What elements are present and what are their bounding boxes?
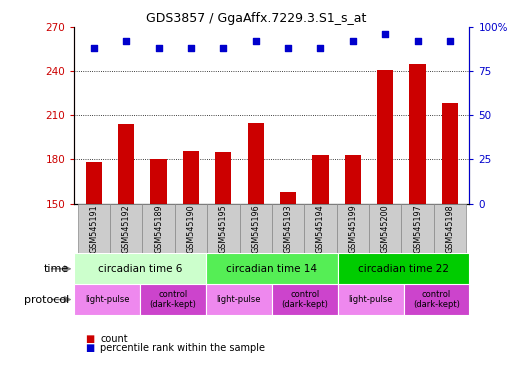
Point [317, 45, 325, 51]
Bar [215, 152, 231, 204]
Point [284, 45, 292, 51]
Point [122, 38, 130, 44]
Text: GSM545193: GSM545193 [284, 204, 292, 253]
Text: GSM545198: GSM545198 [445, 204, 455, 253]
Text: GSM545189: GSM545189 [154, 204, 163, 253]
Bar [369, 204, 401, 253]
Bar [77, 204, 110, 253]
Bar [338, 284, 404, 315]
Bar [140, 284, 206, 315]
Bar [143, 204, 175, 253]
Bar [312, 155, 328, 204]
Bar [280, 192, 296, 204]
Bar [272, 284, 338, 315]
Bar [110, 204, 143, 253]
Text: ■: ■ [85, 334, 94, 344]
Bar [74, 284, 140, 315]
Bar [118, 124, 134, 204]
Text: circadian time 6: circadian time 6 [98, 264, 183, 274]
Text: percentile rank within the sample: percentile rank within the sample [100, 343, 265, 353]
Point [251, 38, 260, 44]
Bar [404, 284, 469, 315]
Bar [442, 103, 458, 204]
Point [154, 45, 163, 51]
Bar [304, 204, 337, 253]
Bar [150, 159, 167, 204]
Text: circadian time 14: circadian time 14 [226, 264, 318, 274]
Text: control
(dark-kept): control (dark-kept) [413, 290, 460, 309]
Text: protocol: protocol [24, 295, 69, 305]
Bar [74, 253, 206, 284]
Text: control
(dark-kept): control (dark-kept) [150, 290, 196, 309]
Text: light-pulse: light-pulse [216, 295, 261, 304]
Text: GSM545191: GSM545191 [89, 204, 98, 253]
Bar [337, 204, 369, 253]
Text: GSM545195: GSM545195 [219, 204, 228, 253]
Point [413, 38, 422, 44]
Point [219, 45, 227, 51]
Text: GDS3857 / GgaAffx.7229.3.S1_s_at: GDS3857 / GgaAffx.7229.3.S1_s_at [146, 12, 367, 25]
Text: GSM545199: GSM545199 [348, 204, 358, 253]
Text: light-pulse: light-pulse [85, 295, 130, 304]
Text: GSM545200: GSM545200 [381, 204, 390, 253]
Bar [240, 204, 272, 253]
Text: GSM545197: GSM545197 [413, 204, 422, 253]
Point [187, 45, 195, 51]
Text: GSM545190: GSM545190 [186, 204, 195, 253]
Bar [434, 204, 466, 253]
Text: control
(dark-kept): control (dark-kept) [281, 290, 328, 309]
Bar [409, 64, 426, 204]
Text: GSM545194: GSM545194 [316, 204, 325, 253]
Bar [248, 122, 264, 204]
Text: time: time [44, 264, 69, 274]
Text: light-pulse: light-pulse [348, 295, 393, 304]
Bar [207, 204, 240, 253]
Text: ■: ■ [85, 343, 94, 353]
Bar [206, 253, 338, 284]
Point [349, 38, 357, 44]
Text: circadian time 22: circadian time 22 [358, 264, 449, 274]
Point [381, 31, 389, 37]
Bar [377, 70, 393, 204]
Bar [345, 155, 361, 204]
Bar [401, 204, 434, 253]
Text: GSM545196: GSM545196 [251, 204, 260, 253]
Text: GSM545192: GSM545192 [122, 204, 131, 253]
Bar [272, 204, 304, 253]
Bar [338, 253, 469, 284]
Point [90, 45, 98, 51]
Text: count: count [100, 334, 128, 344]
Bar [86, 162, 102, 204]
Point [446, 38, 454, 44]
Bar [206, 284, 272, 315]
Bar [175, 204, 207, 253]
Bar [183, 151, 199, 204]
